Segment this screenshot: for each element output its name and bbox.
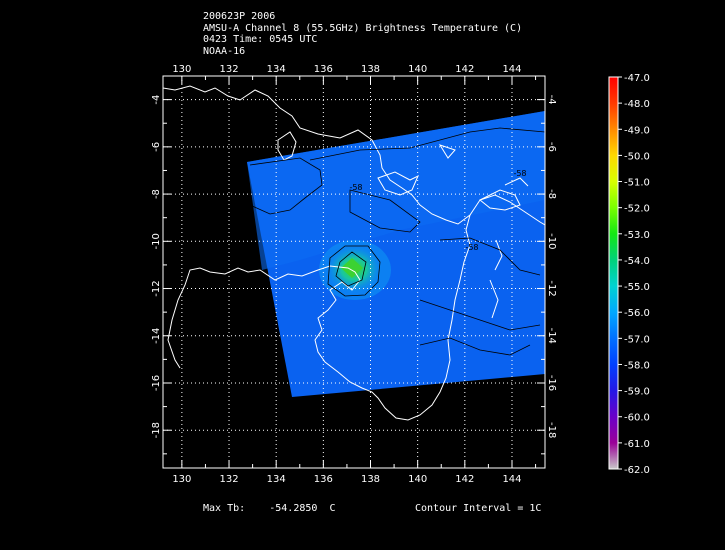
lat-label-right: -16	[546, 375, 557, 391]
contour-labels: -58 -58 -58	[349, 169, 526, 252]
contour-core-outer	[327, 245, 381, 297]
colorbar-frame	[608, 76, 619, 470]
coral-sea-coast	[479, 189, 521, 211]
gulf-islands-coast	[377, 171, 419, 196]
contour-label: -58	[465, 243, 478, 252]
graticule	[163, 76, 545, 468]
lat-label-right: -4	[546, 95, 557, 105]
colorbar-label: -56.0	[624, 308, 650, 319]
plot-frame	[162, 75, 546, 469]
colorbar-label: -54.0	[624, 256, 650, 267]
lon-label-top: 138	[361, 64, 380, 75]
contour-east	[419, 237, 541, 331]
lat-label-left: -8	[151, 189, 162, 199]
satellite-name: NOAA-16	[203, 45, 246, 57]
lat-label-left: -4	[151, 95, 162, 105]
contour-label: -58	[513, 169, 526, 178]
lat-label-right: -12	[546, 280, 557, 296]
lat-label-right: -10	[546, 233, 557, 249]
colorbar-label: -60.0	[624, 413, 650, 424]
longitude-labels-top: 130 132 134 136 138 140 142 144	[172, 64, 521, 75]
coastlines	[163, 85, 545, 421]
colorbar-label: -57.0	[624, 334, 650, 345]
chart-header: 200623P 2006 AMSU-A Channel 8 (55.5GHz) B…	[203, 11, 522, 57]
colorbar-label: -51.0	[624, 178, 650, 189]
colorbar-label: -61.0	[624, 439, 650, 450]
lat-label-left: -6	[151, 142, 162, 152]
swath-layer	[247, 111, 545, 397]
longitude-labels-bottom: 130 132 134 136 138 140 142 144	[172, 474, 521, 485]
lat-label-left: -18	[151, 422, 162, 438]
lat-label-right: -6	[546, 142, 557, 152]
colorbar-label: -58.0	[624, 360, 650, 371]
lon-label-bottom: 138	[361, 474, 380, 485]
colorbar-label: -55.0	[624, 282, 650, 293]
lat-label-left: -12	[151, 280, 162, 296]
lon-label-bottom: 132	[219, 474, 238, 485]
colorbar: -47.0 -48.0 -49.0 -50.0 -51.0 -52.0 -53.0 -54.0…	[608, 73, 650, 476]
lat-label-left: -10	[151, 233, 162, 249]
storm-id-line: 200623P 2006	[203, 11, 276, 22]
lon-label-bottom: 142	[455, 474, 474, 485]
small-island	[277, 131, 297, 161]
contour-interval: Contour Interval = 1C	[415, 503, 542, 514]
colorbar-ramp	[609, 77, 618, 469]
lat-label-left: -16	[151, 375, 162, 391]
lon-label-top: 130	[172, 64, 191, 75]
lon-label-bottom: 144	[502, 474, 521, 485]
new-guinea-coast	[163, 85, 545, 226]
contour-north	[309, 127, 545, 161]
latitude-labels-right: -4 -6 -8 -10 -12 -14 -16 -18	[546, 95, 557, 439]
time-line: 0423 Time: 0545 UTC	[203, 34, 318, 45]
latitude-labels-left: -4 -6 -8 -10 -12 -14 -16 -18	[151, 95, 162, 439]
lon-label-top: 134	[267, 64, 286, 75]
lon-label-bottom: 130	[172, 474, 191, 485]
colorbar-label: -53.0	[624, 230, 650, 241]
contour-west	[249, 157, 323, 215]
max-tb-unit: C	[329, 503, 336, 514]
warm-core	[341, 258, 363, 278]
lat-label-right: -8	[546, 189, 557, 199]
max-tb-value: -54.2850	[269, 503, 318, 514]
max-tb-label: Max Tb:	[203, 503, 246, 514]
colorbar-label: -47.0	[624, 73, 650, 84]
lon-label-bottom: 136	[314, 474, 333, 485]
lon-label-top: 142	[455, 64, 474, 75]
colorbar-label: -49.0	[624, 125, 650, 136]
cape-york-coast	[167, 214, 471, 421]
colorbar-label: -52.0	[624, 204, 650, 215]
channel-title: AMSU-A Channel 8 (55.5GHz) Brightness Te…	[203, 22, 523, 34]
lon-label-top: 140	[408, 64, 427, 75]
torres-strait-islands	[438, 144, 529, 319]
colorbar-label: -59.0	[624, 387, 650, 398]
lat-label-right: -18	[546, 422, 557, 438]
lon-label-top: 132	[219, 64, 238, 75]
contour-core-inner	[335, 251, 367, 287]
frame-ticks	[163, 76, 545, 468]
lat-label-left: -14	[151, 328, 162, 344]
colorbar-label: -48.0	[624, 99, 650, 110]
lon-label-bottom: 134	[267, 474, 286, 485]
lat-label-right: -14	[546, 328, 557, 344]
colorbar-label: -62.0	[624, 465, 650, 476]
lon-label-top: 136	[314, 64, 333, 75]
contour-mid	[349, 189, 421, 233]
contour-label: -58	[349, 183, 362, 192]
lon-label-top: 144	[502, 64, 521, 75]
lon-label-bottom: 140	[408, 474, 427, 485]
max-tb-readout: Max Tb: -54.2850 C	[203, 503, 336, 514]
colorbar-label: -50.0	[624, 151, 650, 162]
swath-shading	[247, 111, 545, 270]
contour-south	[419, 337, 531, 356]
